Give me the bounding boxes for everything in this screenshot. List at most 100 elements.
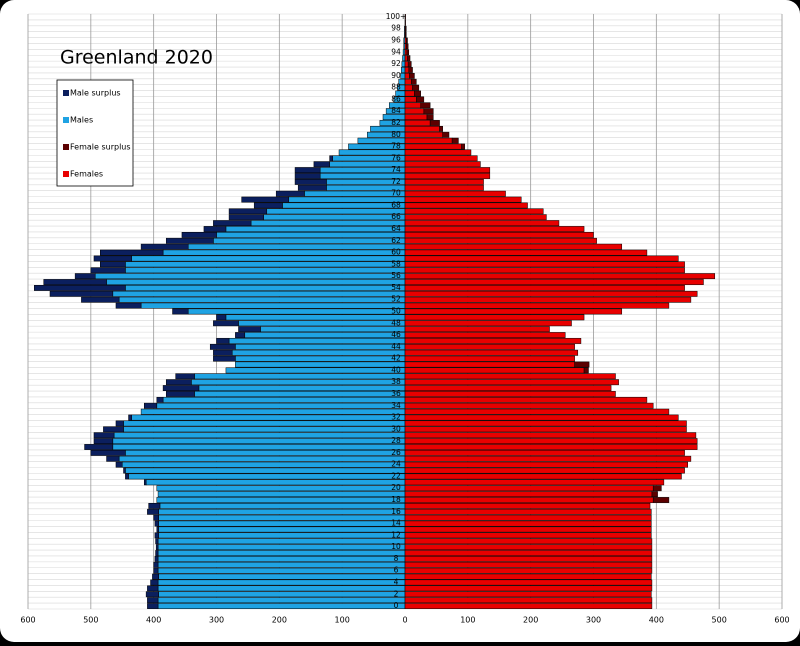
x-tick-label: 200 <box>523 616 538 625</box>
bar <box>404 19 406 26</box>
bar <box>191 379 406 386</box>
bar <box>216 314 227 321</box>
bar <box>155 550 159 556</box>
bar <box>404 61 409 67</box>
bar <box>155 538 159 545</box>
bar <box>81 296 120 303</box>
bar <box>400 67 406 73</box>
bar <box>404 131 443 138</box>
bar <box>43 279 107 285</box>
bar <box>404 143 462 150</box>
bar <box>93 432 115 439</box>
bar <box>158 591 406 598</box>
y-tick-label: 94 <box>391 47 401 56</box>
x-tick-label: 600 <box>774 616 789 625</box>
bar <box>125 473 129 480</box>
bar <box>209 343 236 350</box>
bar <box>225 314 406 321</box>
bar <box>404 208 544 215</box>
bar <box>158 514 406 521</box>
y-tick-label: 28 <box>391 436 401 445</box>
bar <box>400 72 406 79</box>
bar <box>404 226 585 232</box>
bar <box>404 279 704 285</box>
bar <box>651 491 658 498</box>
bar <box>143 479 147 486</box>
bar <box>147 603 159 609</box>
y-tick-label: 18 <box>391 495 401 504</box>
bar <box>404 267 685 274</box>
bar <box>128 473 406 480</box>
bar <box>405 25 407 32</box>
bar <box>406 37 408 44</box>
bar <box>404 67 410 73</box>
bar <box>404 338 582 344</box>
y-tick-label: 30 <box>391 424 401 433</box>
legend-label: Males <box>70 116 93 125</box>
bar <box>157 597 406 604</box>
y-tick-label: 12 <box>391 530 401 539</box>
bar <box>198 385 406 391</box>
bar <box>156 497 406 503</box>
y-tick-label: 2 <box>394 589 399 598</box>
bar <box>241 196 290 203</box>
bar <box>404 361 575 368</box>
bar <box>158 508 406 515</box>
bar <box>442 131 450 138</box>
bar <box>154 556 159 562</box>
bar <box>404 603 653 609</box>
bar <box>404 343 575 350</box>
bar <box>404 155 478 162</box>
bar <box>263 214 406 221</box>
bar <box>404 249 648 256</box>
y-tick-label: 54 <box>391 283 401 292</box>
bar <box>125 261 406 268</box>
bar <box>228 208 268 215</box>
bar <box>213 220 252 227</box>
x-tick-label: 300 <box>586 616 601 625</box>
bar <box>187 308 406 315</box>
y-tick-label: 32 <box>391 413 401 422</box>
bar <box>404 332 566 338</box>
y-tick-label: 46 <box>391 330 401 339</box>
bar <box>153 561 159 568</box>
bar <box>404 308 623 315</box>
bar <box>158 532 406 539</box>
bar <box>266 208 406 215</box>
legend-box <box>56 79 134 187</box>
bar <box>203 226 227 232</box>
y-tick-label: 62 <box>391 236 401 245</box>
bar <box>213 355 236 362</box>
bar <box>404 14 406 20</box>
bar <box>260 326 406 333</box>
bar <box>404 461 688 468</box>
bar <box>313 161 330 168</box>
bar <box>404 379 619 386</box>
bar <box>253 202 283 209</box>
bar <box>404 120 431 126</box>
bar <box>404 237 597 244</box>
x-tick-label: 600 <box>20 616 35 625</box>
bar <box>404 161 481 168</box>
y-tick-label: 80 <box>391 130 401 139</box>
bar <box>404 320 572 327</box>
bar <box>404 273 716 280</box>
bar <box>404 420 687 427</box>
bar <box>574 361 590 368</box>
bar <box>439 125 443 132</box>
bar <box>165 379 192 386</box>
bar <box>154 520 159 527</box>
bar <box>414 90 421 97</box>
bar <box>429 120 440 126</box>
y-tick-label: 82 <box>391 118 401 127</box>
bar <box>157 567 406 574</box>
bar <box>231 349 406 356</box>
bar <box>404 526 652 533</box>
bar <box>404 503 651 509</box>
bar <box>404 597 653 604</box>
bar <box>213 237 406 244</box>
y-tick-label: 42 <box>391 354 401 363</box>
bar <box>404 367 585 374</box>
legend-label: Females <box>70 170 103 179</box>
bar <box>411 78 417 85</box>
